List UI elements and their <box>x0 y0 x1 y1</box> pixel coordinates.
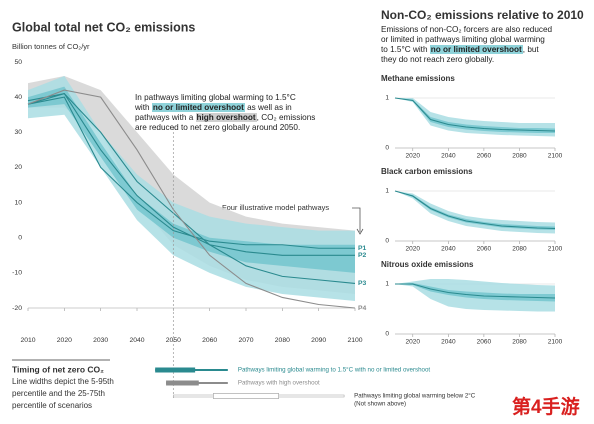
x-tick-label: 2060 <box>202 337 217 344</box>
y-tick-label: 0 <box>385 331 389 338</box>
x-tick-label: 2020 <box>406 339 421 346</box>
x-tick-label: 2080 <box>512 153 527 160</box>
band <box>395 191 555 234</box>
band <box>395 98 555 137</box>
annotation: In pathways limiting global warming to 1… <box>135 93 315 133</box>
pathways-arrow <box>356 228 364 235</box>
timing-range-inner <box>213 393 280 399</box>
x-tick-label: 2060 <box>477 246 492 253</box>
text: , but <box>522 45 539 54</box>
y-tick-label: 1 <box>385 281 389 288</box>
text: to 1.5°C with <box>381 45 430 54</box>
highlight-text: no or limited overshoot <box>429 45 523 54</box>
y-tick-label: -20 <box>12 305 22 312</box>
text: Emissions of non-CO₂ forcers are also re… <box>381 25 553 34</box>
chart-title: Black carbon emissions <box>381 167 473 176</box>
text: In pathways limiting global warming to 1… <box>135 93 296 102</box>
y-tick-label: 0 <box>385 238 389 245</box>
text-line: they do not reach zero globally. <box>381 55 552 65</box>
y-axis-label: Billion tonnes of CO₂/yr <box>12 42 90 51</box>
pathways-bracket <box>352 207 361 232</box>
y-tick-label: 30 <box>14 129 22 136</box>
series-line <box>27 93 356 284</box>
y-tick-label: 10 <box>14 199 22 206</box>
x-tick-label: 2100 <box>548 153 563 160</box>
highlight-text: high overshoot <box>195 113 257 122</box>
timing-sublabel: (Not shown above) <box>354 401 406 408</box>
series-label: P4 <box>358 305 367 312</box>
text-line: or limited in pathways limiting global w… <box>381 35 552 45</box>
y-tick-label: 40 <box>14 94 22 101</box>
x-tick-label: 2060 <box>477 339 492 346</box>
y-tick-label: 1 <box>385 95 389 102</box>
x-tick-label: 2030 <box>93 337 108 344</box>
text-line: In pathways limiting global warming to 1… <box>135 93 315 103</box>
text: , CO₂ emissions <box>256 113 316 122</box>
timing-label: Pathways with high overshoot <box>238 380 320 387</box>
series-line <box>394 97 556 132</box>
y-tick-label: -10 <box>12 270 22 277</box>
x-tick-label: 2100 <box>347 337 362 344</box>
series-label: P3 <box>358 280 367 287</box>
text: with <box>135 103 152 112</box>
main-title: Global total net CO₂ emissions <box>12 20 195 34</box>
x-tick-label: 2080 <box>512 339 527 346</box>
text: or limited in pathways limiting global w… <box>381 35 545 44</box>
y-tick-label: 50 <box>14 59 22 66</box>
timing-note: percentile of scenarios <box>12 401 92 410</box>
highlight-text: no or limited overshoot <box>151 103 245 112</box>
x-tick-label: 2070 <box>238 337 253 344</box>
timing-title: Timing of net zero CO₂ <box>12 364 104 374</box>
x-tick-label: 2060 <box>477 153 492 160</box>
x-tick-label: 2100 <box>548 339 563 346</box>
right-description: Emissions of non-CO₂ forcers are also re… <box>381 25 552 65</box>
series-line <box>27 89 356 309</box>
x-tick-label: 2040 <box>129 337 144 344</box>
timing-label: Pathways limiting global warming below 2… <box>354 393 476 400</box>
timing-label: Pathways limiting global warming to 1.5°… <box>238 367 431 374</box>
x-tick-label: 2020 <box>406 153 421 160</box>
timing-range-inner <box>155 367 196 373</box>
text-line: Emissions of non-CO₂ forcers are also re… <box>381 25 552 35</box>
series-line <box>27 93 355 256</box>
text-line: pathways with a high overshoot, CO₂ emis… <box>135 113 315 123</box>
x-tick-label: 2020 <box>406 246 421 253</box>
y-tick-label: 1 <box>385 188 389 195</box>
chart-title: Methane emissions <box>381 74 455 83</box>
y-tick-label: 20 <box>14 164 22 171</box>
text-line: with no or limited overshoot as well as … <box>135 103 315 113</box>
chart-title: Nitrous oxide emissions <box>381 260 474 269</box>
timing-note: percentile and the 25-75th <box>12 389 105 398</box>
series-label: P2 <box>358 252 367 259</box>
x-tick-label: 2040 <box>441 153 456 160</box>
y-tick-label: 0 <box>18 235 22 242</box>
x-tick-label: 2010 <box>20 337 35 344</box>
y-tick-label: 0 <box>385 145 389 152</box>
x-tick-label: 2020 <box>57 337 72 344</box>
timing-note: Line widths depict the 5-95th <box>12 377 114 386</box>
series-label: P1 <box>358 245 367 252</box>
x-tick-label: 2080 <box>512 246 527 253</box>
series-line <box>394 190 556 230</box>
pathways-label: Four illustrative model pathways <box>222 203 329 212</box>
x-tick-label: 2040 <box>441 339 456 346</box>
text-line: are reduced to net zero globally around … <box>135 123 315 133</box>
text: pathways with a <box>135 113 196 122</box>
watermark: 第4手游 <box>512 395 580 418</box>
timing-range-inner <box>166 380 199 386</box>
x-tick-label: 2040 <box>441 246 456 253</box>
x-tick-label: 2100 <box>548 246 563 253</box>
text: are reduced to net zero globally around … <box>135 123 301 132</box>
x-tick-label: 2090 <box>311 337 326 344</box>
series-line <box>395 283 556 299</box>
right-title: Non-CO₂ emissions relative to 2010 <box>381 8 584 22</box>
text: as well as in <box>244 103 292 112</box>
x-tick-label: 2080 <box>275 337 290 344</box>
text: they do not reach zero globally. <box>381 55 495 64</box>
text-line: to 1.5°C with no or limited overshoot, b… <box>381 45 552 55</box>
